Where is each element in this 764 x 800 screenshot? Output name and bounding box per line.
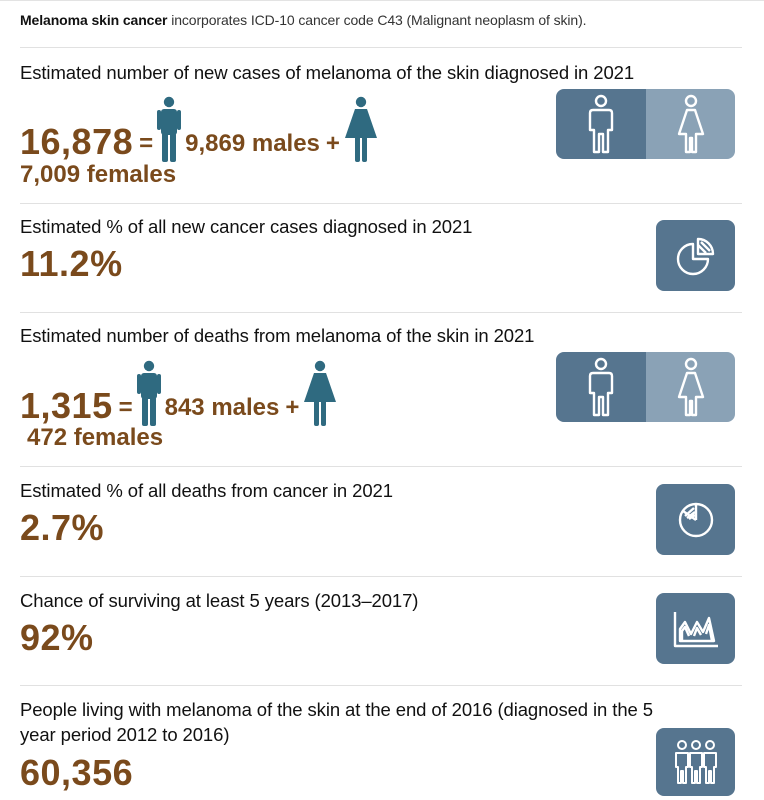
- top-divider: [0, 0, 764, 1]
- area-chart-icon: [673, 611, 718, 647]
- new-cases-females: 7,009 females: [20, 161, 177, 188]
- female-outline-icon: [677, 94, 704, 154]
- deaths-heading: Estimated number of deaths from melanoma…: [20, 325, 535, 346]
- intro-bold: Melanoma skin cancer: [20, 12, 168, 28]
- deaths-stat: 1,315 = 843 males +: [20, 360, 337, 426]
- pie-chart-icon: [676, 237, 714, 275]
- male-outline-icon: [588, 357, 614, 417]
- pie-chart-icon: [678, 502, 713, 537]
- deaths-males: 843 males: [164, 394, 280, 421]
- pct-deaths-heading: Estimated % of all deaths from cancer in…: [20, 480, 393, 501]
- female-tile: [646, 352, 735, 422]
- male-tile: [556, 352, 646, 422]
- divider: [20, 203, 742, 204]
- female-figure-icon: [344, 96, 377, 162]
- intro-text: Melanoma skin cancer incorporates ICD-10…: [20, 12, 587, 28]
- new-cases-males: 9,869 males: [185, 130, 320, 157]
- pct-new-value: 11.2%: [20, 243, 123, 284]
- new-cases-total: 16,878: [20, 121, 134, 162]
- deaths-females: 472 females: [27, 424, 164, 451]
- prevalence-heading-line1: People living with melanoma of the skin …: [20, 699, 653, 720]
- pct-deaths-value: 2.7%: [20, 507, 105, 548]
- divider: [20, 47, 742, 48]
- new-cases-stat: 16,878 = 9,869 males +: [20, 96, 378, 162]
- pct-new-heading: Estimated % of all new cancer cases diag…: [20, 216, 473, 237]
- intro-rest: incorporates ICD-10 cancer code C43 (Mal…: [167, 12, 587, 28]
- male-tile: [556, 89, 646, 159]
- equals-sign: =: [118, 394, 133, 421]
- male-outline-icon: [588, 94, 614, 154]
- plus-sign: +: [285, 394, 300, 421]
- survival-tile: [656, 593, 735, 664]
- prevalence-heading-line2: year period 2012 to 2016): [20, 724, 230, 745]
- new-cases-heading: Estimated number of new cases of melanom…: [20, 62, 635, 83]
- pie-tile: [656, 220, 735, 291]
- people-tile: [656, 728, 735, 796]
- people-group-icon: [674, 740, 717, 784]
- divider: [20, 466, 742, 467]
- survival-value: 92%: [20, 617, 94, 658]
- equals-sign: =: [139, 130, 154, 157]
- prevalence-value: 60,356: [20, 752, 134, 793]
- survival-heading: Chance of surviving at least 5 years (20…: [20, 590, 419, 611]
- male-figure-icon: [157, 96, 182, 162]
- male-figure-icon: [136, 360, 161, 426]
- divider: [20, 685, 742, 686]
- divider: [20, 312, 742, 313]
- divider: [20, 576, 742, 577]
- deaths-total: 1,315: [20, 385, 113, 426]
- plus-sign: +: [325, 130, 340, 157]
- female-outline-icon: [677, 357, 704, 417]
- female-tile: [646, 89, 735, 159]
- female-figure-icon: [304, 360, 337, 426]
- pie-tile: [656, 484, 735, 555]
